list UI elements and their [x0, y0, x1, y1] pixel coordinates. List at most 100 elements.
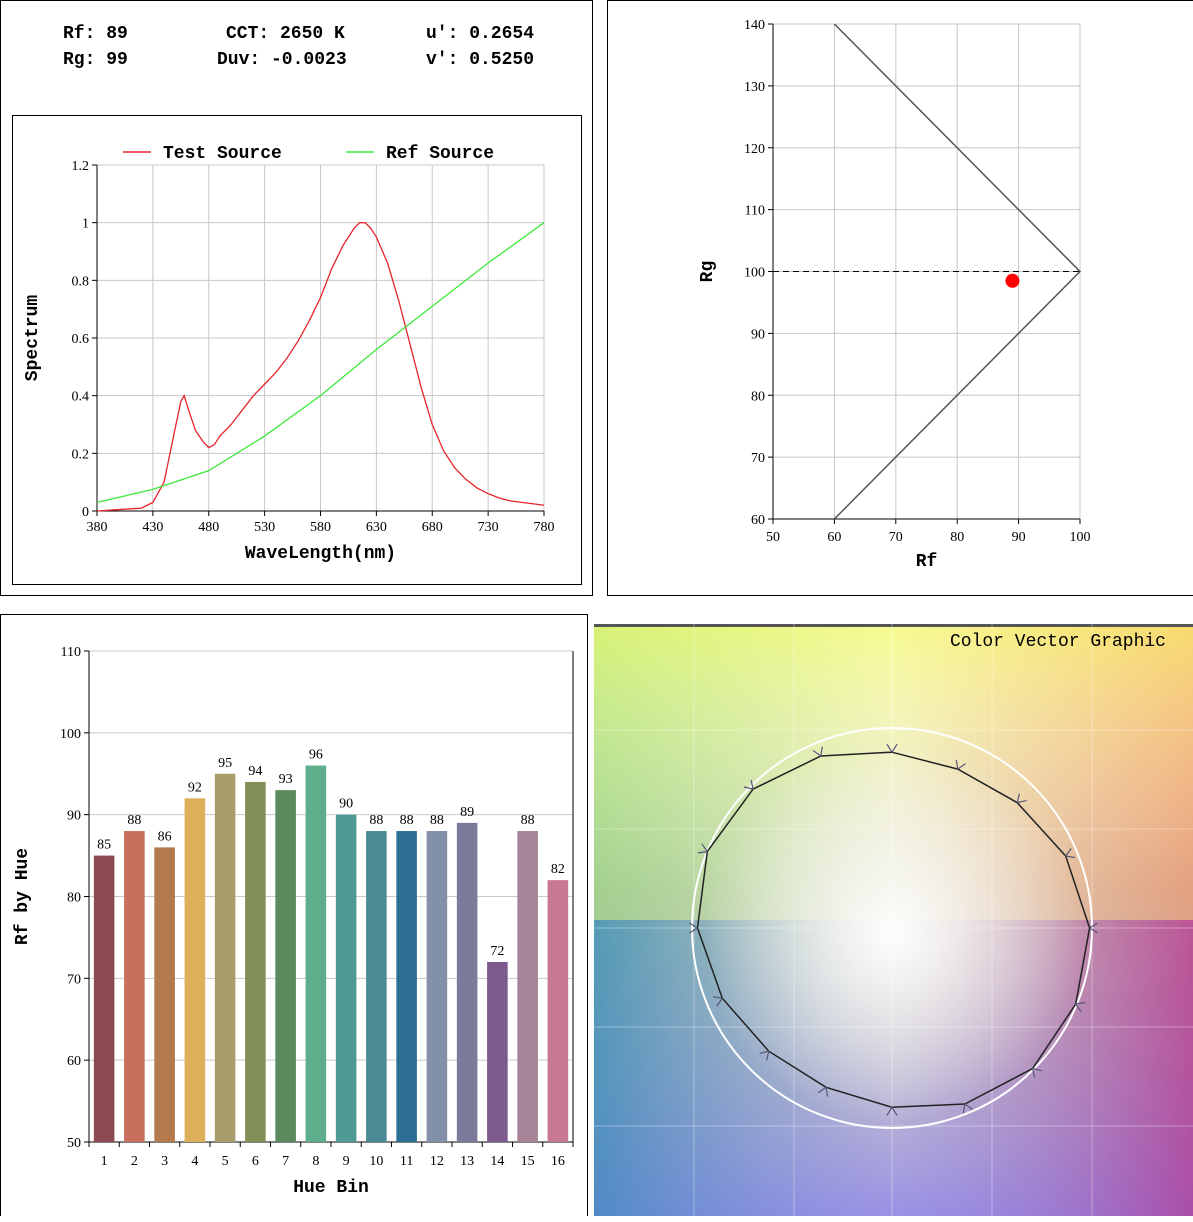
bar-value-label: 94: [248, 764, 262, 779]
x-axis-title: Rf: [916, 552, 938, 572]
color-vector-panel: Color Vector Graphic: [594, 624, 1193, 1216]
vector-arrow: [955, 759, 966, 771]
x-tick-label: 380: [87, 520, 108, 535]
bar-hue-5: [214, 773, 236, 1142]
y-tick-label: 100: [744, 266, 765, 281]
vector-arrow: [886, 1106, 898, 1116]
vector-arrow: [817, 1086, 829, 1097]
y-tick-label: 90: [751, 327, 765, 342]
data-point: [1005, 273, 1020, 288]
bar-hue-16: [547, 880, 569, 1142]
x-tick-label: 2: [131, 1154, 138, 1169]
y-tick-label: 140: [744, 18, 765, 33]
cct-value: CCT: 2650 K: [226, 24, 345, 44]
x-tick-label: 1: [101, 1154, 108, 1169]
bar-value-label: 93: [279, 772, 293, 787]
y-tick-label: 130: [744, 80, 765, 95]
y-axis-title: Rf by Hue: [13, 848, 33, 945]
y-tick-label: 80: [751, 389, 765, 404]
y-axis-title: Rg: [698, 261, 718, 283]
x-tick-label: 13: [460, 1154, 474, 1169]
x-tick-label: 11: [400, 1154, 413, 1169]
bar-hue-14: [487, 961, 508, 1142]
vector-arrow: [1064, 848, 1076, 859]
x-tick-label: 8: [312, 1154, 319, 1169]
x-tick-label: 7: [282, 1154, 289, 1169]
vector-arrow: [743, 779, 754, 790]
y-tick-label: 70: [67, 972, 81, 987]
gamut-boundary: [833, 23, 1082, 520]
bar-value-label: 90: [339, 797, 353, 812]
y-tick-label: 0.6: [72, 332, 90, 347]
x-tick-label: 480: [198, 520, 219, 535]
x-tick-label: 12: [430, 1154, 444, 1169]
x-tick-label: 90: [1012, 530, 1026, 545]
bar-value-label: 88: [369, 813, 383, 828]
y-tick-label: 110: [745, 204, 765, 219]
y-tick-label: 50: [67, 1136, 81, 1151]
x-tick-label: 60: [827, 530, 841, 545]
x-tick-label: 16: [551, 1154, 565, 1169]
bar-value-label: 96: [309, 748, 323, 763]
vector-arrow: [759, 1050, 770, 1061]
y-tick-label: 0: [82, 505, 89, 520]
x-tick-label: 100: [1070, 530, 1091, 545]
y-tick-label: 80: [67, 891, 81, 906]
vector-arrow: [886, 743, 898, 754]
x-tick-label: 4: [191, 1154, 198, 1169]
x-tick-label: 580: [310, 520, 331, 535]
rg-value: Rg: 99: [63, 50, 128, 70]
x-tick-label: 50: [766, 530, 780, 545]
bar-value-label: 88: [521, 813, 535, 828]
series-line-ref-source: [96, 222, 545, 503]
bar-hue-3: [154, 847, 175, 1142]
bar-value-label: 88: [400, 813, 414, 828]
u-prime-value: u': 0.2654: [426, 24, 535, 44]
x-axis-title: Hue Bin: [293, 1178, 369, 1198]
y-tick-label: 120: [744, 142, 765, 157]
x-tick-label: 80: [950, 530, 964, 545]
bar-hue-8: [305, 765, 327, 1142]
vector-arrow: [697, 843, 709, 854]
spectrum-panel: Rf: 89 Rg: 99 CCT: 2650 K Duv: -0.0023 u…: [0, 0, 593, 596]
y-tick-label: 60: [751, 513, 765, 528]
vector-arrow: [1031, 1067, 1042, 1078]
bar-value-label: 72: [490, 944, 504, 959]
x-tick-label: 780: [534, 520, 555, 535]
vector-arrow: [962, 1102, 973, 1114]
bar-hue-2: [124, 831, 145, 1142]
y-tick-label: 0.4: [72, 390, 90, 405]
x-tick-label: 630: [366, 520, 387, 535]
vector-graphic-title: Color Vector Graphic: [950, 632, 1166, 652]
bar-value-label: 88: [430, 813, 444, 828]
bar-hue-12: [426, 831, 448, 1142]
y-tick-label: 0.2: [72, 447, 90, 462]
bar-value-label: 95: [218, 756, 232, 771]
vector-arrow: [689, 922, 699, 934]
spectrum-chart-frame: 380 430 480 530 580 630 680 730 780 0 0.2 0.4 0.6 0.8…: [12, 115, 582, 585]
x-tick-label: 14: [490, 1154, 504, 1169]
duv-value: Duv: -0.0023: [217, 50, 347, 70]
bar-value-label: 86: [158, 829, 172, 844]
y-tick-label: 1: [82, 217, 89, 232]
v-prime-value: v': 0.5250: [426, 50, 535, 70]
bar-hue-6: [245, 781, 266, 1142]
bar-value-label: 82: [551, 862, 565, 877]
y-tick-label: 70: [751, 451, 765, 466]
bar-hue-9: [335, 814, 357, 1142]
legend-label: Test Source: [163, 144, 282, 164]
x-tick-label: 5: [222, 1154, 229, 1169]
vector-arrow: [1074, 1001, 1086, 1013]
bar-hue-15: [517, 831, 538, 1142]
y-tick-label: 110: [61, 645, 81, 660]
x-tick-label: 430: [142, 520, 163, 535]
y-tick-label: 1.2: [72, 159, 90, 174]
bar-value-label: 89: [460, 805, 474, 820]
reference-circle: [691, 727, 1093, 1129]
vector-arrow: [1016, 793, 1027, 804]
color-vector-graphic: Color Vector Graphic: [594, 624, 1193, 1216]
x-tick-label: 10: [369, 1154, 383, 1169]
spectrum-chart: 380 430 480 530 580 630 680 730 780 0 0.2 0.4 0.6 0.8…: [23, 144, 555, 564]
x-tick-label: 730: [478, 520, 499, 535]
